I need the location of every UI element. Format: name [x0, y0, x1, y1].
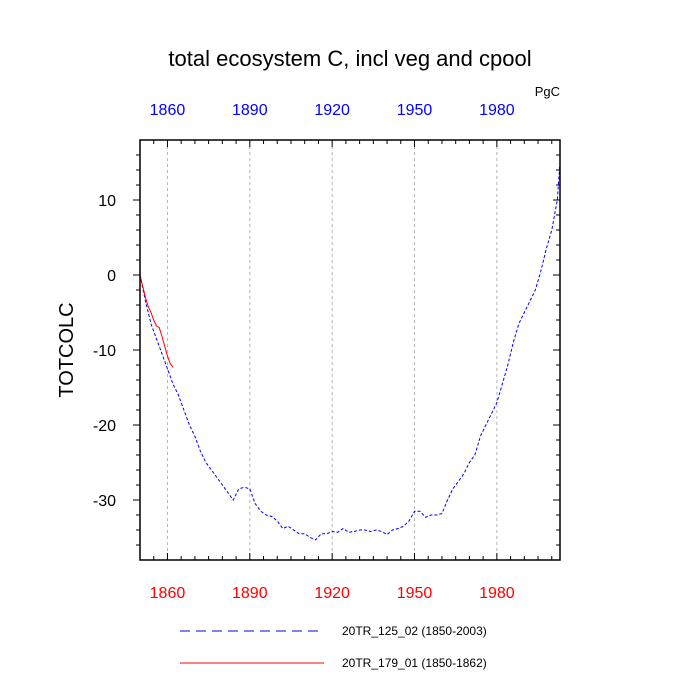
- x-tick-label-bottom-1860: 1860: [150, 585, 186, 602]
- series-layer: [139, 162, 561, 541]
- ticks: [133, 140, 560, 560]
- x-tick-label-bottom-1950: 1950: [397, 585, 433, 602]
- y-tick-label-10: 10: [98, 193, 116, 210]
- series-line-2: [139, 274, 174, 368]
- legend-label-series-2: 20TR_179_01 (1850-1862): [342, 656, 487, 670]
- x-tick-label-bottom-1920: 1920: [314, 585, 350, 602]
- y-tick-label-0: 0: [107, 268, 116, 285]
- x-tick-label-top-1920: 1920: [314, 102, 350, 119]
- x-tick-label-top-1980: 1980: [479, 102, 515, 119]
- x-tick-label-bottom-1980: 1980: [479, 585, 515, 602]
- x-tick-label-bottom-1890: 1890: [232, 585, 268, 602]
- legend: 20TR_125_02 (1850-2003) 20TR_179_01 (185…: [180, 624, 487, 670]
- x-tick-label-top-1890: 1890: [232, 102, 268, 119]
- grid: [166, 140, 498, 560]
- series-line-1: [139, 162, 561, 541]
- legend-label-series-1: 20TR_125_02 (1850-2003): [342, 624, 487, 638]
- y-tick-label--30: -30: [93, 493, 116, 510]
- units-label: PgC: [535, 84, 560, 99]
- x-tick-label-top-1860: 1860: [150, 102, 186, 119]
- y-axis-label: TOTCOLC: [56, 302, 78, 397]
- plot-frame: [139, 139, 561, 561]
- y-tick-label--10: -10: [93, 343, 116, 360]
- chart-title: total ecosystem C, incl veg and cpool: [168, 46, 531, 71]
- x-tick-label-top-1950: 1950: [397, 102, 433, 119]
- y-tick-label--20: -20: [93, 418, 116, 435]
- tick-labels: 1860 1860 1890 1890 1920 1920 1950 1950 1980 1980…: [93, 102, 515, 602]
